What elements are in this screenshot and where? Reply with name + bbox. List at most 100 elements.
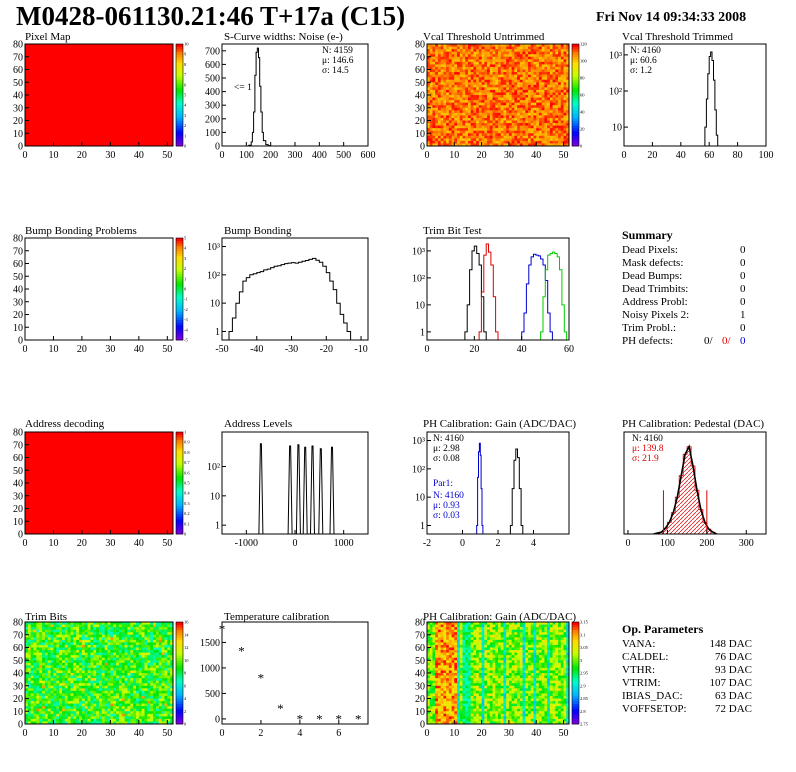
chart-vcal-untrimmed-cell	[440, 115, 444, 119]
chart-trim-bits-palette-segment	[176, 688, 183, 692]
chart-vcal-untrimmed-cell	[462, 138, 466, 142]
chart-trim-bits-cell	[130, 629, 134, 633]
chart-trim-bits-cell	[79, 662, 83, 666]
chart-trim-bits-cell	[70, 718, 74, 722]
chart-pixel-map-palette-segment	[176, 54, 183, 58]
chart-bump-problems-palette-segment	[176, 329, 183, 333]
chart-vcal-untrimmed-cell	[429, 61, 433, 65]
chart-vcal-untrimmed-cell	[522, 102, 526, 106]
chart-trim-bits-cell	[124, 703, 128, 707]
chart-vcal-untrimmed-cell	[478, 82, 483, 86]
chart-vcal-untrimmed-cell	[437, 69, 442, 73]
chart-trim-bits-cell	[141, 711, 145, 715]
chart-trim-bits-cell	[67, 678, 71, 682]
chart-vcal-untrimmed-cell	[492, 69, 496, 73]
chart-vcal-untrimmed-cell	[476, 72, 480, 75]
chart-trim-bits-cell	[33, 642, 37, 646]
chart-trim-bits-cell	[153, 698, 157, 702]
chart-vcal-untrimmed-cell	[443, 51, 447, 55]
chart-ph-pedestal-fit-curve	[653, 444, 718, 534]
chart-trim-bits-cell	[73, 683, 77, 687]
chart-trim-bits-cell	[164, 680, 168, 684]
chart-vcal-untrimmed-cell	[498, 140, 502, 144]
chart-trim-bits-cell	[53, 693, 57, 697]
chart-trim-bits-cell	[50, 665, 54, 669]
chart-ph-gain-map-cell	[435, 662, 439, 666]
chart-vcal-untrimmed-cell	[506, 110, 510, 114]
chart-trim-bits-cell	[73, 639, 77, 643]
chart-vcal-untrimmed-cell	[465, 82, 469, 86]
chart-vcal-untrimmed-cell	[566, 138, 570, 142]
chart-vcal-untrimmed-cell	[429, 51, 433, 55]
chart-bump-problems-palette-segment	[176, 240, 183, 244]
chart-trim-bits-cell	[150, 624, 154, 628]
chart-trim-bits-cell	[130, 680, 134, 684]
chart-vcal-untrimmed-cell	[492, 74, 496, 78]
chart-vcal-untrimmed-cell	[432, 102, 436, 106]
chart-vcal-untrimmed-cell	[500, 77, 504, 81]
chart-trim-bits-cell	[56, 634, 60, 638]
chart-vcal-untrimmed-cell	[530, 97, 534, 101]
chart-trim-bits-cell	[84, 660, 89, 664]
chart-vcal-untrimmed-cell	[448, 123, 452, 126]
chart-trim-bits-cell	[130, 624, 134, 628]
chart-vcal-untrimmed-cell	[462, 140, 466, 144]
chart-trim-bits-cell	[33, 685, 37, 689]
chart-trim-bits-cell	[96, 650, 100, 653]
chart-vcal-untrimmed-cell	[470, 44, 474, 47]
chart-vcal-untrimmed-cell	[489, 54, 493, 58]
chart-address-levels-spike	[318, 448, 324, 534]
chart-vcal-untrimmed-cell	[536, 112, 540, 116]
chart-trim-bits-cell	[121, 657, 126, 661]
chart-pixel-map-xtick-label: 10	[48, 150, 58, 161]
chart-vcal-untrimmed-cell	[563, 59, 567, 63]
chart-vcal-untrimmed-cell	[522, 69, 526, 73]
chart-trim-bits-cell	[147, 680, 151, 684]
chart-vcal-untrimmed-cell	[470, 140, 474, 144]
chart-trim-bits-cell	[141, 650, 145, 653]
chart-ph-gain-map-cell	[427, 688, 431, 692]
chart-vcal-untrimmed-cell	[538, 100, 543, 104]
chart-trim-bits-cell	[53, 708, 57, 712]
chart-vcal-untrimmed-cell	[473, 64, 477, 68]
chart-vcal-untrimmed-cell	[563, 74, 567, 78]
chart-trim-bits-cell	[158, 634, 163, 638]
chart-vcal-untrimmed-cell	[481, 82, 485, 86]
chart-trim-bits-cell	[44, 685, 49, 689]
chart-vcal-untrimmed-cell	[465, 64, 469, 68]
chart-vcal-untrimmed-cell	[489, 89, 493, 93]
chart-trim-bits-cell	[101, 634, 106, 638]
chart-vcal-untrimmed-cell	[558, 130, 562, 134]
chart-trim-bits-cell	[153, 690, 157, 694]
chart-vcal-untrimmed-cell	[484, 87, 488, 91]
chart-trim-bits-cell	[107, 698, 111, 702]
chart-trim-bits-cell	[44, 716, 49, 720]
chart-trim-bits-cell	[101, 698, 106, 702]
chart-trim-bits-cell	[59, 698, 63, 702]
chart-trim-bits-cell	[133, 652, 137, 656]
chart-trim-bits-cell	[130, 688, 134, 692]
chart-trim-bits-cell	[124, 683, 128, 687]
chart-bump-problems-palette-label: -5	[184, 338, 188, 343]
chart-bump-bonding-ytick-label: 10	[210, 299, 220, 310]
chart-trim-bits-cell	[144, 622, 148, 625]
chart-trim-bits-cell	[76, 624, 80, 628]
chart-trim-bits-cell	[76, 673, 80, 676]
chart-trim-bits-cell	[141, 675, 145, 679]
chart-vcal-untrimmed-cell	[495, 89, 499, 93]
chart-trim-bits-cell	[164, 652, 168, 656]
chart-vcal-untrimmed-cell	[465, 69, 469, 73]
chart-trim-bits-cell	[136, 688, 140, 692]
chart-vcal-untrimmed-cell	[514, 69, 518, 73]
chart-trim-bits-cell	[121, 708, 126, 712]
chart-vcal-untrimmed-cell	[487, 77, 491, 81]
chart-vcal-untrimmed-cell	[451, 102, 455, 106]
chart-trim-bits-cell	[39, 622, 43, 625]
chart-trim-bits-cell	[164, 708, 168, 712]
chart-trim-bits-cell	[93, 683, 97, 687]
chart-temperature-calibration-point: *	[277, 701, 284, 716]
chart-vcal-untrimmed-cell	[503, 84, 507, 88]
chart-trim-bits-cell	[130, 701, 134, 704]
chart-trim-bits-cell	[62, 647, 66, 651]
chart-trim-bits-cell	[42, 650, 46, 653]
